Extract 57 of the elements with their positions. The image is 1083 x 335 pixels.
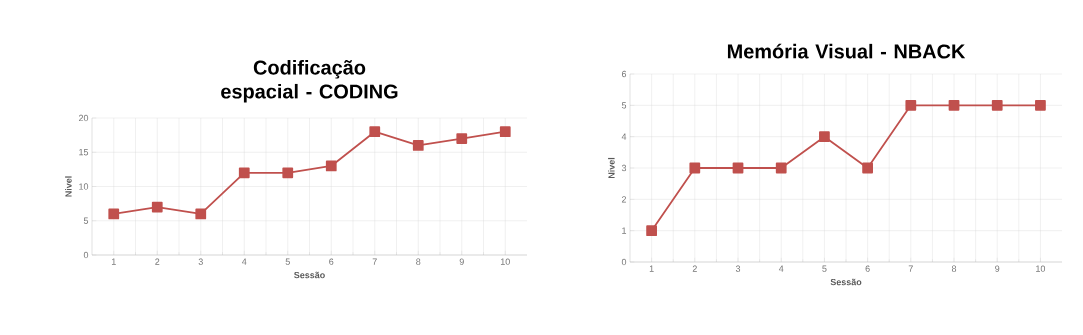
x-tick-label: 1 xyxy=(649,265,654,272)
y-tick-label: 4 xyxy=(621,133,627,140)
point xyxy=(369,126,381,138)
x-tick-label: 1 xyxy=(111,258,116,265)
x-axis-title: Sessão xyxy=(830,278,862,286)
x-tick-label: 4 xyxy=(241,258,247,265)
x-tick-label: 5 xyxy=(822,265,827,272)
x-tick-label: 8 xyxy=(951,265,957,272)
x-tick-label: 3 xyxy=(735,265,741,272)
x-tick-label: 8 xyxy=(416,258,421,265)
x-tick-label: 4 xyxy=(778,265,784,272)
point xyxy=(151,201,163,213)
x-tick-label: 3 xyxy=(198,258,203,265)
point xyxy=(862,162,873,174)
x-tick-label: 9 xyxy=(995,265,1000,272)
point xyxy=(282,167,294,179)
x-tick-label: 2 xyxy=(155,258,160,265)
point xyxy=(195,208,207,220)
x-tick-label: 6 xyxy=(329,258,334,265)
point xyxy=(948,99,960,111)
y-tick-label: 5 xyxy=(621,102,627,109)
point xyxy=(238,167,250,179)
y-axis-title: Nivel xyxy=(65,176,72,197)
point xyxy=(499,126,511,138)
x-tick-label: 7 xyxy=(372,258,377,265)
point xyxy=(646,225,657,237)
y-tick-label: 0 xyxy=(83,251,89,259)
x-tick-label: 5 xyxy=(285,258,290,265)
y-tick-label: 0 xyxy=(621,258,627,266)
y-tick-label: 1 xyxy=(622,227,627,234)
y-tick-label: 15 xyxy=(79,149,89,156)
y-tick-label: 20 xyxy=(78,114,89,122)
y-axis-title: Nivel xyxy=(608,157,615,179)
chart-title: Codificação espacial - CODING xyxy=(221,60,398,103)
x-tick-label: 6 xyxy=(865,265,870,272)
chart-title: Memória Visual - NBACK xyxy=(727,43,966,59)
point xyxy=(412,140,424,151)
x-axis-title: Sessão xyxy=(294,271,325,279)
x-tick-label: 10 xyxy=(1036,265,1046,272)
point xyxy=(325,160,337,172)
point xyxy=(991,99,1003,111)
y-tick-label: 10 xyxy=(79,183,89,190)
x-tick-label: 9 xyxy=(459,258,464,265)
point xyxy=(1035,99,1046,111)
point xyxy=(108,208,120,220)
point xyxy=(456,133,468,144)
y-tick-label: 5 xyxy=(83,217,89,224)
y-tick-label: 2 xyxy=(621,196,627,203)
y-tick-label: 3 xyxy=(621,164,627,172)
x-tick-label: 2 xyxy=(692,265,697,272)
x-tick-label: 10 xyxy=(500,258,510,265)
point xyxy=(905,99,917,111)
point xyxy=(689,162,701,174)
point xyxy=(819,131,830,143)
point xyxy=(775,162,787,174)
y-tick-label: 6 xyxy=(621,70,627,78)
x-tick-label: 7 xyxy=(908,265,913,272)
